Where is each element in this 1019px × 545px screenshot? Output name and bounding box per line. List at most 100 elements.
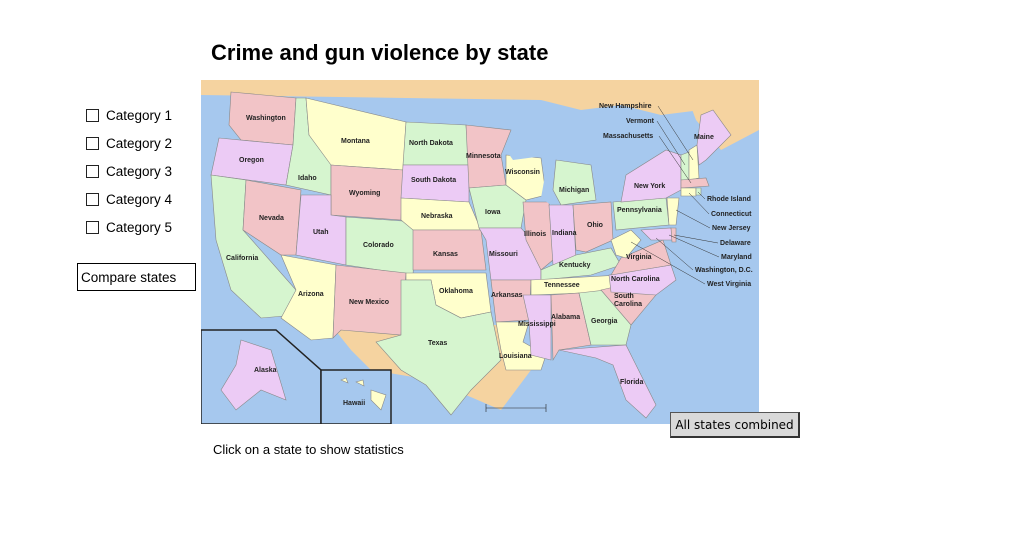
category-5-label: Category 5 — [106, 219, 173, 235]
label-missouri: Missouri — [489, 251, 518, 258]
label-connecticut: Connecticut — [711, 211, 752, 218]
all-states-combined-button[interactable]: All states combined — [670, 412, 800, 438]
label-michigan: Michigan — [559, 187, 589, 194]
category-option-3[interactable]: Category 3 — [86, 157, 172, 185]
label-rhode-island: Rhode Island — [707, 196, 751, 203]
state-iowa[interactable] — [468, 184, 527, 229]
map-scale-bar — [485, 404, 547, 412]
category-3-label: Category 3 — [106, 163, 173, 179]
compare-states-button[interactable]: Compare states — [77, 263, 196, 291]
state-kansas[interactable] — [412, 229, 487, 271]
label-delaware: Delaware — [720, 240, 751, 247]
label-south-carolina-1: South — [614, 293, 634, 300]
label-alaska: Alaska — [254, 367, 277, 374]
label-pennsylvania: Pennsylvania — [617, 207, 662, 214]
leader-lines — [630, 105, 720, 285]
category-5-checkbox[interactable] — [86, 220, 99, 234]
label-arkansas: Arkansas — [491, 292, 523, 299]
category-2-checkbox[interactable] — [86, 136, 99, 150]
label-montana: Montana — [341, 138, 370, 145]
state-alaska[interactable] — [220, 339, 287, 411]
label-colorado: Colorado — [363, 242, 394, 249]
label-hawaii: Hawaii — [343, 400, 365, 407]
label-iowa: Iowa — [485, 209, 501, 216]
state-vermont[interactable] — [680, 151, 690, 181]
state-louisiana[interactable] — [495, 321, 547, 371]
category-1-label: Category 1 — [106, 107, 173, 123]
label-oklahoma: Oklahoma — [439, 288, 473, 295]
label-north-dakota: North Dakota — [409, 140, 453, 147]
category-option-2[interactable]: Category 2 — [86, 129, 172, 157]
lake-superior — [506, 142, 551, 160]
state-wisconsin[interactable] — [505, 154, 547, 201]
state-nevada[interactable] — [242, 179, 302, 256]
page-title: Crime and gun violence by state — [211, 40, 549, 65]
label-washington: Washington — [246, 115, 286, 122]
label-utah: Utah — [313, 229, 329, 236]
label-new-mexico: New Mexico — [349, 299, 389, 306]
label-indiana: Indiana — [552, 230, 577, 237]
state-maine[interactable] — [696, 109, 732, 166]
label-maryland: Maryland — [721, 254, 752, 261]
state-connecticut[interactable] — [680, 187, 697, 197]
state-virginia[interactable] — [610, 239, 672, 276]
instruction-text: Click on a state to show statistics — [213, 442, 404, 457]
label-texas: Texas — [428, 340, 447, 347]
label-alabama: Alabama — [551, 314, 580, 321]
state-massachusetts[interactable] — [680, 177, 710, 189]
label-maine: Maine — [694, 134, 714, 141]
label-massachusetts: Massachusetts — [603, 133, 653, 140]
label-mississippi: Mississippi — [518, 321, 556, 328]
label-illinois: Illinois — [524, 231, 546, 238]
label-new-york: New York — [634, 183, 665, 190]
category-option-4[interactable]: Category 4 — [86, 185, 172, 213]
label-kentucky: Kentucky — [559, 262, 591, 269]
label-georgia: Georgia — [591, 318, 618, 325]
state-alabama[interactable] — [550, 292, 592, 362]
category-4-checkbox[interactable] — [86, 192, 99, 206]
state-hawaii[interactable] — [340, 377, 387, 411]
label-west-virginia: West Virginia — [707, 281, 751, 288]
category-option-5[interactable]: Category 5 — [86, 213, 172, 241]
label-south-dakota: South Dakota — [411, 177, 456, 184]
label-new-jersey: New Jersey — [712, 225, 751, 232]
canada-east-land — [681, 80, 759, 150]
state-new-mexico[interactable] — [332, 264, 407, 339]
state-florida[interactable] — [558, 344, 657, 419]
label-louisiana: Louisiana — [499, 353, 532, 360]
state-illinois[interactable] — [522, 201, 554, 271]
label-virginia: Virginia — [626, 254, 652, 261]
label-minnesota: Minnesota — [466, 153, 501, 160]
state-texas[interactable] — [375, 279, 502, 416]
label-vermont: Vermont — [626, 118, 655, 125]
label-florida: Florida — [620, 379, 643, 386]
lake-michigan — [541, 170, 551, 205]
label-dc: Washington, D.C. — [695, 267, 753, 274]
category-2-label: Category 2 — [106, 135, 173, 151]
canada-land — [201, 80, 759, 120]
label-idaho: Idaho — [298, 175, 317, 182]
label-ohio: Ohio — [587, 222, 603, 229]
label-california: California — [226, 255, 258, 262]
state-new-hampshire[interactable] — [688, 144, 700, 181]
category-3-checkbox[interactable] — [86, 164, 99, 178]
category-option-1[interactable]: Category 1 — [86, 101, 172, 129]
label-wyoming: Wyoming — [349, 190, 380, 197]
state-minnesota[interactable] — [465, 124, 512, 189]
state-michigan[interactable] — [552, 159, 597, 206]
state-delaware[interactable] — [670, 227, 677, 243]
state-ohio[interactable] — [572, 201, 614, 253]
state-mississippi[interactable] — [522, 294, 552, 361]
state-new-jersey[interactable] — [666, 197, 680, 226]
label-new-hampshire: New Hampshire — [599, 103, 652, 110]
us-map[interactable]: Washington Oregon California Idaho Nevad… — [200, 80, 759, 425]
label-north-carolina: North Carolina — [611, 276, 660, 283]
state-pennsylvania[interactable] — [612, 197, 670, 231]
category-1-checkbox[interactable] — [86, 108, 99, 122]
category-list: Category 1 Category 2 Category 3 Categor… — [86, 101, 172, 241]
label-nebraska: Nebraska — [421, 213, 453, 220]
label-arizona: Arizona — [298, 291, 324, 298]
state-west-virginia[interactable] — [610, 229, 642, 259]
label-wisconsin: Wisconsin — [505, 169, 540, 176]
label-nevada: Nevada — [259, 215, 284, 222]
